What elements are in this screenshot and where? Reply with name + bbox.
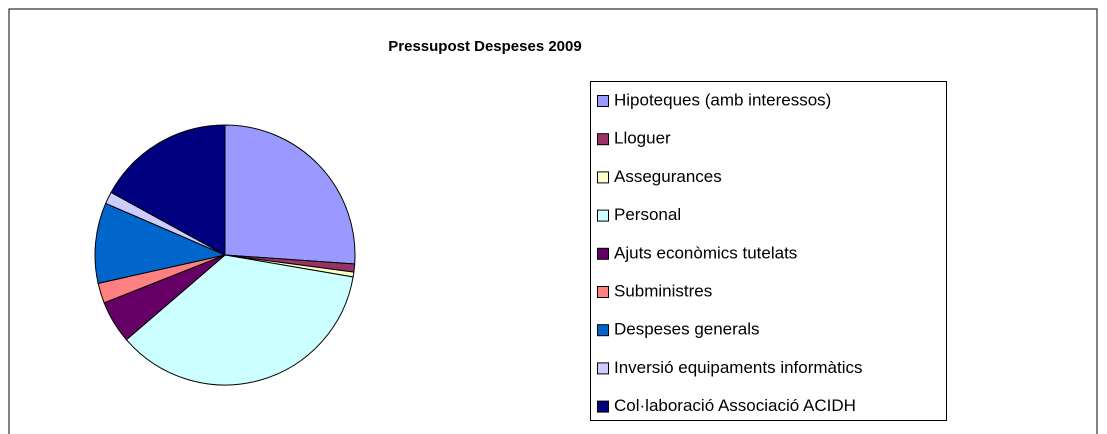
legend-label: Personal — [614, 205, 681, 224]
legend-label: Inversió equipaments informàtics — [614, 358, 863, 377]
legend-swatch — [597, 209, 609, 222]
legend-label: Hipoteques (amb interessos) — [614, 90, 831, 109]
pie-slice — [224, 124, 356, 265]
legend-label: Assegurances — [614, 167, 722, 186]
legend-swatch — [597, 400, 609, 413]
pie-slice — [110, 124, 226, 256]
legend-box — [590, 81, 947, 421]
legend-swatch — [597, 247, 609, 260]
chart-frame — [8, 8, 1098, 434]
legend-label: Ajuts econòmics tutelats — [614, 243, 797, 262]
legend-swatch — [597, 324, 609, 337]
legend-label: Despeses generals — [614, 320, 760, 339]
pie-slice — [125, 254, 354, 386]
chart-title: Pressupost Despeses 2009 — [388, 38, 581, 55]
pie-slice — [94, 202, 227, 284]
legend-swatch — [597, 362, 609, 375]
legend-swatch — [597, 95, 609, 107]
legend-label: Col·laboració Associació ACIDH — [614, 396, 856, 415]
legend-label: Lloguer — [614, 129, 671, 148]
legend-swatch — [597, 171, 609, 184]
legend-swatch — [597, 133, 609, 146]
legend-swatch — [597, 286, 609, 298]
legend-label: Subministres — [614, 281, 712, 300]
